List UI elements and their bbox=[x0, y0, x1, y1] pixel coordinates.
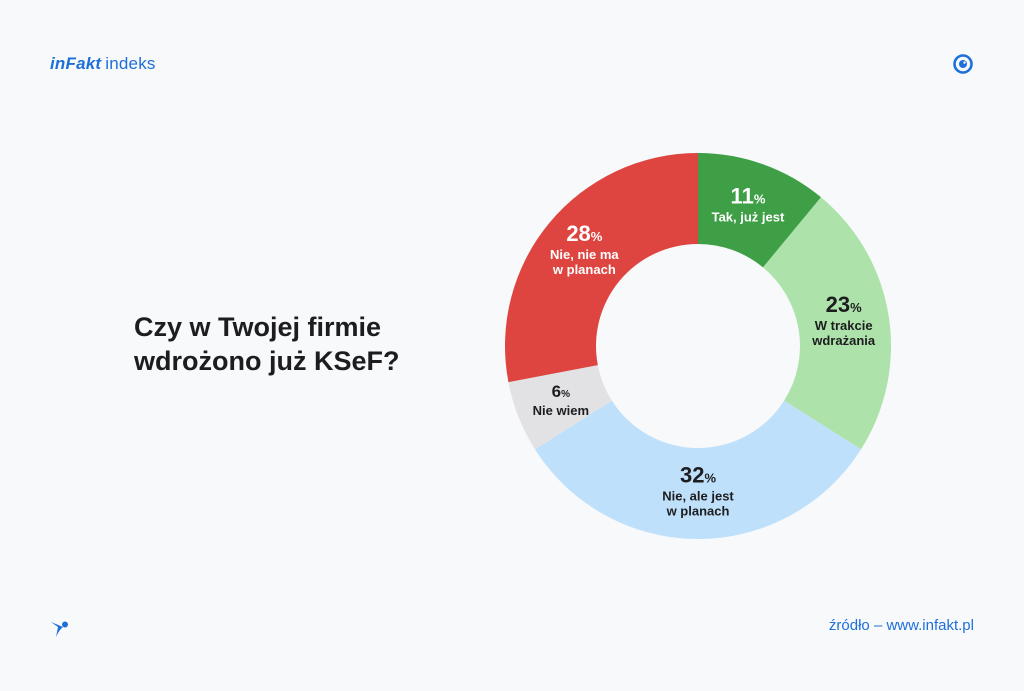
brand-sub-text: indeks bbox=[105, 54, 156, 73]
slice-label-1-0: W trakcie bbox=[815, 318, 873, 333]
slice-2 bbox=[535, 400, 861, 539]
question-title: Czy w Twojej firmie wdrożono już KSeF? bbox=[134, 312, 400, 376]
slice-0 bbox=[698, 153, 822, 268]
slice-label-2-0: Nie, ale jest bbox=[662, 489, 734, 504]
slice-3 bbox=[508, 365, 612, 450]
slice-label-1-1: wdrażania bbox=[811, 333, 876, 348]
slice-label-4-1: w planach bbox=[552, 262, 616, 277]
slice-label-2-1: w planach bbox=[666, 504, 730, 519]
slice-label-0-0: Tak, już jest bbox=[712, 210, 785, 225]
slice-value-3: 6% bbox=[552, 382, 570, 401]
brand-logo-text: inFakt bbox=[50, 54, 102, 73]
slice-label-3-0: Nie wiem bbox=[533, 403, 589, 418]
slice-value-2: 32% bbox=[680, 463, 716, 488]
slice-value-0: 11% bbox=[731, 184, 766, 209]
slice-value-1: 23% bbox=[826, 292, 862, 317]
bird-logo-icon bbox=[51, 621, 68, 637]
brand-logo: inFakt indeks bbox=[50, 54, 156, 74]
slice-4 bbox=[505, 153, 698, 383]
slice-label-4-0: Nie, nie ma bbox=[550, 247, 619, 262]
slice-1 bbox=[763, 197, 891, 450]
source-note: źródło – www.infakt.pl bbox=[828, 617, 974, 634]
slice-value-4: 28% bbox=[566, 221, 602, 246]
eye-icon bbox=[953, 54, 973, 74]
